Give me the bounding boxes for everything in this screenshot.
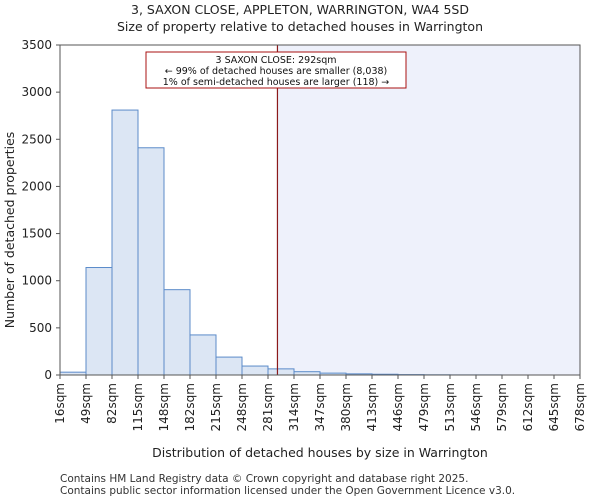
x-tick-label: 16sqm: [53, 383, 67, 424]
histogram-bar: [267, 368, 295, 376]
y-tick-label: 3000: [21, 85, 52, 99]
x-tick-label: 479sqm: [417, 383, 431, 431]
x-tick-label: 546sqm: [469, 383, 483, 431]
histogram-bar: [111, 109, 139, 376]
x-tick-label: 148sqm: [157, 383, 171, 431]
annotation-line: 1% of semi-detached houses are larger (1…: [163, 77, 390, 88]
larger-region-highlight: [277, 45, 580, 375]
histogram-bar: [215, 356, 243, 376]
y-tick-label: 0: [44, 368, 52, 382]
x-tick-label: 579sqm: [495, 383, 509, 431]
x-tick-label: 82sqm: [105, 383, 119, 424]
x-tick-label: 513sqm: [443, 383, 457, 431]
y-axis-label: Number of detached properties: [2, 132, 17, 329]
annotation-box: [145, 51, 407, 89]
x-tick-label: 115sqm: [131, 383, 145, 431]
x-tick-label: 380sqm: [339, 383, 353, 431]
histogram-bar: [189, 334, 217, 376]
annotation-line: ← 99% of detached houses are smaller (8,…: [165, 66, 388, 77]
x-tick-label: 347sqm: [313, 383, 327, 431]
x-tick-label: 215sqm: [209, 383, 223, 431]
histogram-bar: [137, 147, 165, 376]
histogram-bar: [85, 267, 113, 376]
x-tick-label: 314sqm: [287, 383, 301, 431]
footer-copyright: Contains HM Land Registry data © Crown c…: [60, 473, 469, 485]
y-tick-label: 1000: [21, 274, 52, 288]
histogram-bar: [163, 289, 191, 376]
y-tick-label: 3500: [21, 38, 52, 52]
footer-licence: Contains public sector information licen…: [60, 485, 516, 497]
y-tick-label: 2500: [21, 132, 52, 146]
chart-subtitle: Size of property relative to detached ho…: [117, 19, 483, 34]
y-tick-label: 500: [29, 321, 52, 335]
x-tick-label: 678sqm: [573, 383, 587, 431]
x-tick-label: 446sqm: [391, 383, 405, 431]
x-axis-label: Distribution of detached houses by size …: [152, 445, 488, 460]
y-tick-label: 2000: [21, 179, 52, 193]
y-tick-label: 1500: [21, 227, 52, 241]
x-tick-label: 248sqm: [235, 383, 249, 431]
histogram-bar: [241, 365, 269, 376]
x-tick-label: 182sqm: [183, 383, 197, 431]
x-tick-label: 612sqm: [521, 383, 535, 431]
annotation-line: 3 SAXON CLOSE: 292sqm: [216, 55, 337, 66]
chart-title-address: 3, SAXON CLOSE, APPLETON, WARRINGTON, WA…: [131, 2, 469, 17]
x-tick-label: 413sqm: [365, 383, 379, 431]
x-tick-label: 281sqm: [261, 383, 275, 431]
x-tick-label: 645sqm: [547, 383, 561, 431]
x-tick-label: 49sqm: [79, 383, 93, 424]
